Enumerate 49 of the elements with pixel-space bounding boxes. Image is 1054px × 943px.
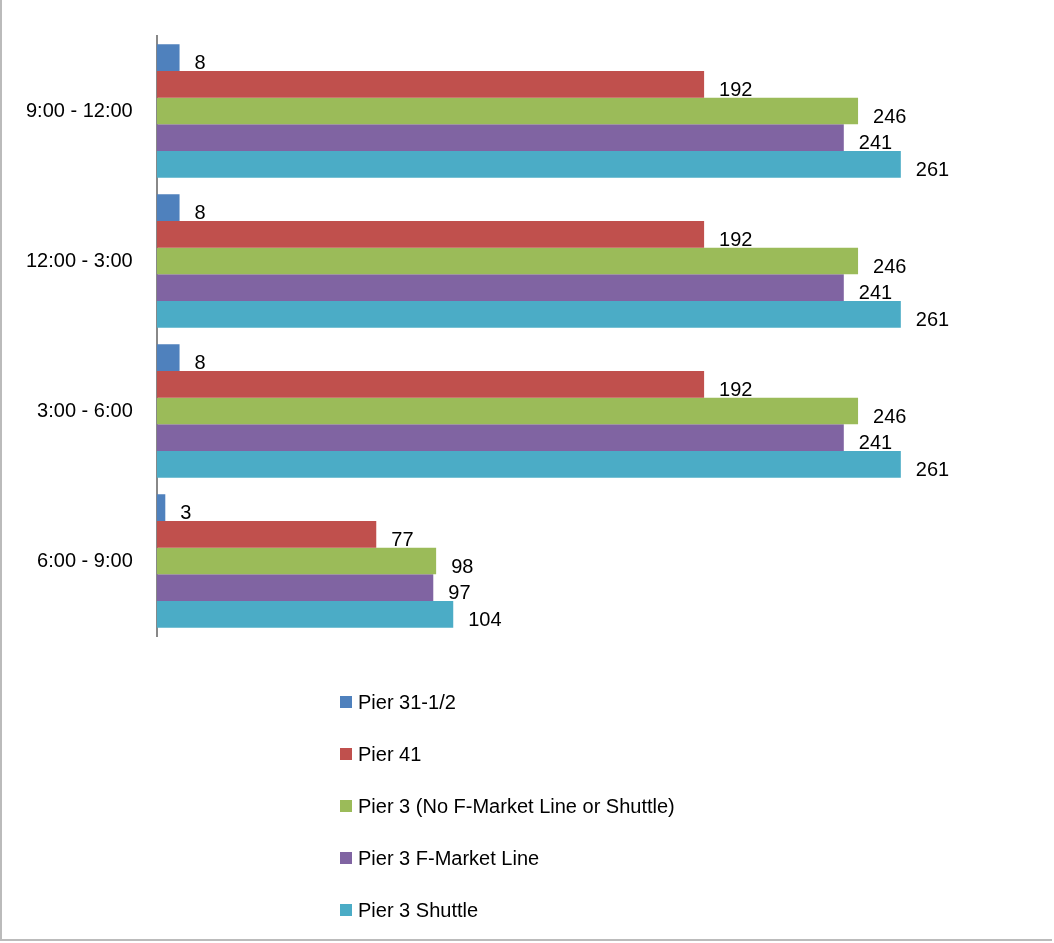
data-label: 261	[915, 157, 950, 180]
data-label: 241	[858, 281, 893, 304]
bar	[156, 601, 454, 628]
bar	[156, 220, 705, 248]
data-label: 98	[451, 554, 474, 577]
bar	[156, 494, 166, 521]
data-label: 8	[194, 351, 206, 374]
data-label: 3	[180, 501, 192, 524]
data-label: 261	[915, 457, 950, 480]
data-label: 192	[719, 227, 753, 250]
bar	[156, 301, 901, 328]
legend-label: Pier 31-1/2	[358, 690, 456, 714]
data-label: 246	[873, 104, 907, 127]
bar	[156, 274, 844, 302]
bar	[156, 344, 180, 371]
bar	[156, 547, 437, 575]
data-label: 97	[448, 581, 471, 604]
y-tick-label: 6:00 - 9:00	[37, 548, 133, 571]
bar	[156, 70, 705, 98]
data-label: 246	[873, 254, 907, 277]
bar	[156, 97, 859, 125]
data-label: 104	[468, 607, 502, 630]
data-label: 241	[858, 131, 893, 154]
bar	[156, 397, 859, 425]
data-label: 8	[194, 201, 206, 224]
bar	[156, 44, 180, 71]
legend-label: Pier 3 (No F-Market Line or Shuttle)	[358, 794, 675, 818]
bar	[156, 247, 859, 275]
data-label: 261	[915, 307, 950, 330]
bar	[156, 370, 705, 398]
bar	[156, 151, 901, 178]
legend-label: Pier 41	[358, 742, 422, 766]
data-label: 241	[858, 431, 893, 454]
data-label: 192	[719, 77, 753, 100]
bar	[156, 124, 844, 152]
data-label: 8	[194, 51, 206, 74]
bar	[156, 451, 901, 478]
y-tick-label: 12:00 - 3:00	[26, 248, 133, 271]
y-tick-label: 3:00 - 6:00	[37, 398, 133, 421]
legend-label: Pier 3 Shuttle	[358, 898, 479, 922]
bar	[156, 574, 434, 602]
legend-label: Pier 3 F-Market Line	[358, 846, 540, 870]
bar	[156, 424, 844, 452]
data-label: 77	[391, 527, 414, 550]
bar	[156, 194, 180, 221]
y-tick-label: 9:00 - 12:00	[26, 98, 133, 121]
data-label: 246	[873, 404, 907, 427]
bar	[156, 520, 377, 548]
data-label: 192	[719, 377, 753, 400]
